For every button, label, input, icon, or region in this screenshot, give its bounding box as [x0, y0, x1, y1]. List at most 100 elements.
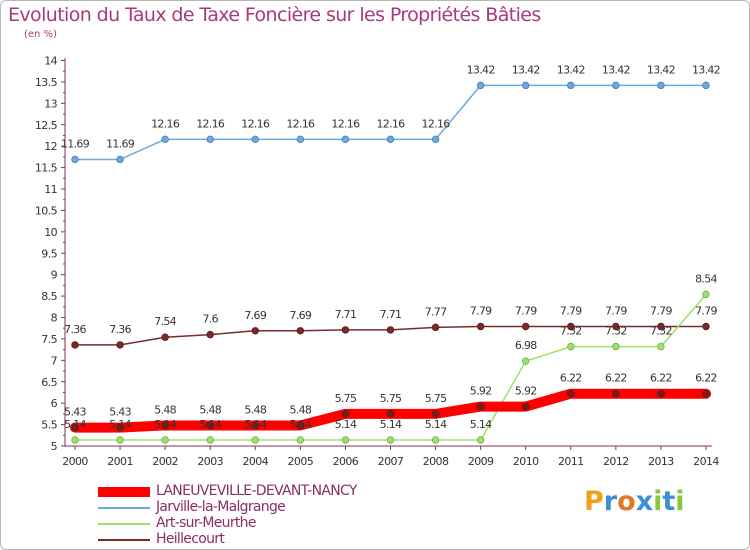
- legend-label: Heillecourt: [156, 531, 225, 547]
- data-point: [657, 81, 665, 90]
- data-point: [385, 408, 396, 419]
- data-label: 5.14: [425, 418, 447, 431]
- data-point: [71, 436, 79, 444]
- data-label: 13.42: [557, 63, 585, 76]
- data-point: [206, 135, 214, 144]
- data-point: [702, 322, 710, 331]
- data-point: [522, 81, 530, 90]
- data-point: [161, 333, 169, 341]
- data-label: 7.71: [335, 308, 357, 321]
- legend-label: LANEUVEVILLE-DEVANT-NANCY: [156, 483, 357, 499]
- x-tick-label: 2014: [693, 455, 719, 468]
- logo-letter: x: [635, 486, 654, 517]
- data-label: 13.42: [602, 63, 630, 76]
- legend-label: Jarville-la-Malgrange: [156, 499, 286, 515]
- data-point: [386, 135, 395, 144]
- y-tick-label: 6: [51, 397, 58, 410]
- data-point: [612, 342, 620, 351]
- data-label: 7.36: [109, 323, 131, 336]
- data-point: [251, 436, 259, 444]
- data-point: [431, 135, 440, 144]
- data-point: [340, 408, 351, 419]
- logo-letter: r: [603, 486, 618, 517]
- data-label: 8.54: [695, 272, 717, 285]
- logo-letter: o: [617, 486, 636, 517]
- data-label: 7.32: [560, 325, 582, 338]
- x-tick-label: 2006: [333, 455, 359, 468]
- data-point: [115, 422, 125, 433]
- data-label: 7.79: [650, 304, 672, 317]
- data-label: 5.14: [380, 418, 402, 431]
- data-point: [656, 388, 666, 399]
- data-point: [475, 401, 486, 412]
- data-label: 6.22: [695, 372, 717, 385]
- data-label: 13.42: [467, 63, 495, 76]
- data-point: [206, 330, 214, 339]
- data-point: [431, 323, 440, 332]
- data-label: 5.14: [244, 418, 266, 431]
- y-tick-label: 9.5: [41, 247, 57, 260]
- data-label: 5.75: [380, 392, 402, 405]
- proxiti-logo: Proxiti: [584, 486, 685, 517]
- x-tick-label: 2007: [378, 455, 404, 468]
- data-point: [701, 388, 711, 399]
- data-point: [161, 436, 169, 444]
- x-tick-label: 2011: [558, 455, 584, 468]
- x-tick-label: 2010: [513, 455, 539, 468]
- data-label: 5.43: [109, 406, 131, 419]
- data-label: 5.14: [199, 418, 221, 431]
- data-point: [296, 327, 305, 335]
- data-label: 11.69: [106, 137, 135, 150]
- y-tick-label: 6.5: [41, 376, 57, 389]
- data-label: 13.42: [692, 63, 720, 76]
- x-tick-label: 2013: [648, 455, 674, 468]
- data-label: 5.75: [335, 392, 357, 405]
- data-label: 12.16: [331, 117, 360, 130]
- y-tick-label: 5: [51, 440, 58, 453]
- data-label: 5.14: [109, 418, 131, 431]
- data-point: [296, 436, 305, 444]
- data-point: [341, 436, 350, 444]
- data-label: 6.22: [650, 372, 672, 385]
- legend-swatch: [98, 487, 150, 497]
- data-label: 13.42: [512, 63, 540, 76]
- legend-label: Art-sur-Meurthe: [156, 515, 256, 531]
- data-label: 12.16: [196, 117, 225, 130]
- y-tick-label: 5.5: [41, 419, 57, 432]
- x-tick-label: 2008: [423, 455, 449, 468]
- y-tick-label: 8: [51, 312, 58, 325]
- data-label: 7.77: [425, 305, 447, 318]
- data-label: 5.14: [470, 418, 492, 431]
- y-tick-label: 9: [51, 269, 58, 282]
- data-label: 7.69: [244, 309, 266, 322]
- data-point: [702, 81, 710, 90]
- data-point: [612, 322, 620, 331]
- y-axis-unit: (en %): [24, 29, 57, 40]
- data-point: [476, 436, 485, 444]
- logo-letter: P: [584, 486, 604, 517]
- logo-letter: t: [662, 486, 676, 517]
- data-point: [702, 290, 710, 299]
- y-tick-label: 11: [44, 183, 57, 196]
- data-point: [71, 341, 79, 349]
- data-point: [430, 408, 441, 419]
- data-point: [612, 81, 620, 90]
- logo-letter: i: [675, 486, 685, 517]
- data-point: [161, 135, 169, 144]
- data-label: 7.69: [289, 309, 311, 322]
- data-point: [205, 420, 216, 431]
- data-label: 7.71: [380, 308, 402, 321]
- data-point: [610, 388, 621, 399]
- data-label: 5.14: [154, 418, 176, 431]
- data-point: [160, 420, 171, 431]
- data-label: 7.32: [650, 325, 672, 338]
- data-label: 5.43: [64, 406, 86, 419]
- data-point: [520, 401, 531, 412]
- x-tick-label: 2004: [242, 455, 268, 468]
- x-tick-label: 2009: [468, 455, 494, 468]
- data-label: 7.79: [605, 304, 627, 317]
- chart-title: Evolution du Taux de Taxe Foncière sur l…: [8, 4, 541, 26]
- data-point: [476, 322, 485, 331]
- data-label: 12.16: [376, 117, 405, 130]
- data-point: [341, 135, 350, 144]
